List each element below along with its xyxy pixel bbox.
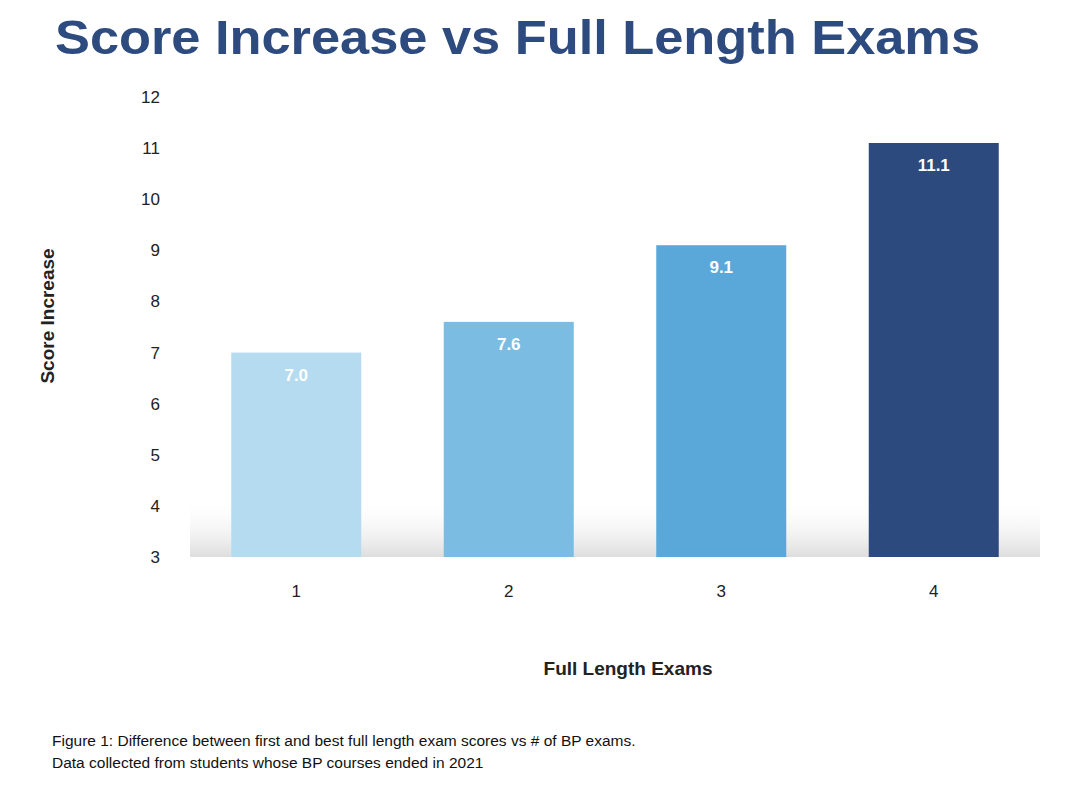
y-tick-label: 4	[151, 497, 160, 516]
caption: Data collected from students whose BP co…	[52, 754, 483, 771]
x-axis-title: Full Length Exams	[544, 658, 713, 679]
chart-root: Score Increase vs Full Length Exams 3 4 5 6 7…	[0, 0, 1080, 799]
y-tick-label: 9	[151, 241, 160, 260]
bar	[656, 245, 786, 557]
x-tick-label: 3	[717, 582, 726, 601]
chart: Score Increase vs Full Length Exams 3 4 5 6 7…	[0, 0, 1080, 799]
y-tick-label: 12	[141, 88, 160, 107]
y-tick-label: 8	[151, 292, 160, 311]
y-tick-label: 10	[141, 190, 160, 209]
bar	[444, 322, 574, 557]
title: Score Increase vs Full Length Exams	[55, 11, 980, 64]
x-tick-label: 2	[504, 582, 513, 601]
x-tick-label: 4	[929, 582, 938, 601]
data-label: 7.6	[497, 335, 521, 354]
y-axis-title: Score Increase	[37, 248, 58, 383]
y-tick-label: 6	[151, 395, 160, 414]
y-tick-label: 3	[151, 548, 160, 567]
data-label: 11.1	[918, 156, 950, 175]
bar	[869, 143, 999, 557]
y-tick-label: 5	[151, 446, 160, 465]
bars	[231, 143, 999, 557]
bar	[231, 353, 361, 557]
caption: Figure 1: Difference between first and b…	[52, 732, 636, 749]
data-label: 7.0	[284, 366, 308, 385]
x-tick-label: 1	[292, 582, 301, 601]
y-tick-label: 11	[142, 139, 160, 158]
y-tick-label: 7	[151, 344, 160, 363]
data-label: 9.1	[709, 258, 733, 277]
